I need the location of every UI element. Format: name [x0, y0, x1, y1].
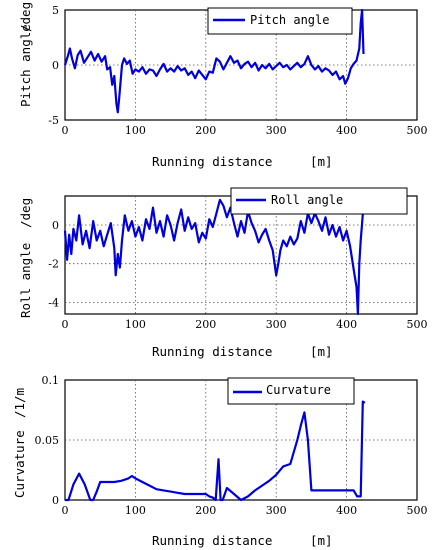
x-tick-label: 400 — [336, 318, 357, 331]
legend-label: Roll angle — [271, 193, 343, 207]
y-tick-label: 0 — [52, 59, 59, 72]
x-tick-label: 200 — [195, 124, 216, 137]
x-tick-label: 400 — [336, 504, 357, 517]
y-axis-unit: /1/m — [12, 388, 27, 418]
y-axis-unit: /deg — [18, 2, 33, 32]
x-axis-label: Running distance — [152, 344, 272, 359]
y-tick-label: -5 — [48, 114, 59, 127]
y-tick-label: 0.1 — [42, 374, 60, 387]
curvature-line — [65, 400, 366, 502]
x-tick-label: 0 — [62, 504, 69, 517]
x-tick-label: 200 — [195, 504, 216, 517]
legend-box — [230, 187, 408, 215]
x-tick-label: 400 — [336, 124, 357, 137]
roll-chart: 0 100 200 300 400 500 -4-20 Running distance … — [18, 187, 428, 359]
legend: Pitch angle — [207, 7, 353, 35]
x-tick-labels: 0 100 200 300 400 500 — [62, 124, 428, 137]
y-axis-label: Curvature — [12, 430, 27, 498]
x-tick-label: 500 — [407, 318, 428, 331]
x-axis-unit: [m] — [310, 154, 333, 169]
x-tick-label: 100 — [125, 504, 146, 517]
x-tick-label: 100 — [125, 318, 146, 331]
grid-lines — [65, 10, 417, 120]
y-tick-label: 0 — [52, 494, 59, 507]
x-tick-label: 200 — [195, 318, 216, 331]
legend-label: Curvature — [266, 383, 331, 397]
x-tick-label: 300 — [266, 318, 287, 331]
y-axis-label: Roll angle — [18, 243, 33, 318]
x-tick-labels: 0 100 200 300 400 500 — [62, 318, 428, 331]
legend-label: Pitch angle — [250, 13, 329, 27]
x-axis-unit: [m] — [310, 533, 333, 548]
y-tick-labels: -4 -2 0 — [48, 219, 59, 309]
y-axis-label: Pitch angle — [18, 24, 33, 107]
x-tick-labels: 0 100 200 300 400 500 — [62, 504, 428, 517]
x-tick-label: 500 — [407, 124, 428, 137]
y-tick-label: 0.05 — [35, 434, 60, 447]
legend: Roll angle — [230, 187, 408, 215]
x-tick-label: 500 — [407, 504, 428, 517]
x-tick-label: 300 — [266, 124, 287, 137]
x-tick-label: 0 — [62, 318, 69, 331]
y-tick-label: -4 — [48, 296, 59, 309]
pitch-angle-line — [63, 8, 365, 114]
x-tick-label: 100 — [125, 124, 146, 137]
x-tick-label: 300 — [266, 504, 287, 517]
pitch-chart: 0 100 200 300 400 500 -505 Running distance [… — [18, 2, 428, 169]
x-axis-label: Running distance — [152, 154, 272, 169]
y-tick-label: -2 — [48, 258, 59, 271]
x-axis-unit: [m] — [310, 344, 333, 359]
y-tick-label: 0 — [52, 219, 59, 232]
y-tick-labels: -5 0 5 — [48, 4, 59, 127]
legend: Curvature — [227, 377, 355, 405]
y-tick-label: 5 — [52, 4, 59, 17]
roll-angle-line — [63, 198, 365, 316]
y-tick-labels: 0 0.05 0.1 — [35, 374, 60, 507]
x-axis-label: Running distance — [152, 533, 272, 548]
x-tick-label: 0 — [62, 124, 69, 137]
y-axis-unit: /deg — [18, 198, 33, 228]
curvature-chart: 0 100 200 300 400 500 0 0.05 0.1 Running distan… — [12, 374, 428, 548]
